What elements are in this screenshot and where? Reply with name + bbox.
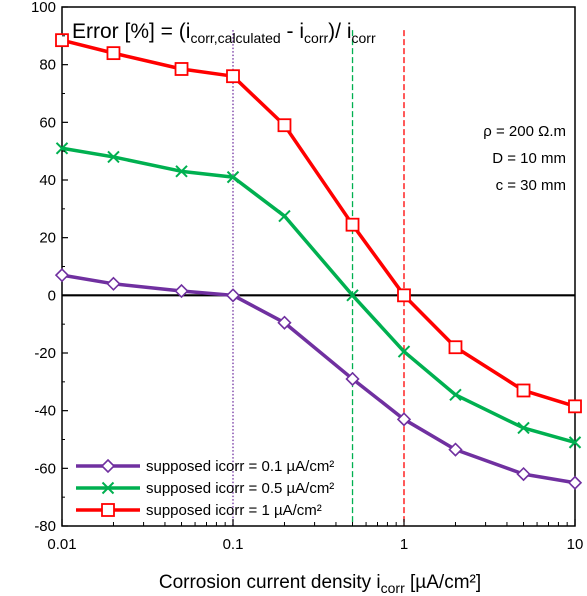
data-point (226, 69, 240, 84)
y-tick-label: 0 (48, 287, 56, 304)
series-line (61, 38, 576, 409)
legend-label: supposed icorr = 0.1 µA/cm² (146, 458, 334, 475)
y-tick-label: 100 (31, 0, 56, 16)
series-1 (54, 268, 583, 490)
data-point (516, 466, 531, 482)
data-point (516, 383, 531, 398)
y-tick-label: -40 (34, 403, 56, 420)
data-point (174, 283, 189, 299)
data-point (397, 288, 411, 303)
annotation-resistivity: ρ = 200 Ω.m (483, 123, 566, 140)
legend-entry: supposed icorr = 0.5 µA/cm² (76, 480, 334, 497)
data-point (106, 276, 121, 291)
annotation-cover: c = 30 mm (496, 177, 566, 194)
chart-title: Error [%] = (icorr,calculated - icorr)/ … (72, 20, 376, 46)
data-point (174, 62, 189, 76)
y-tick-label: 60 (39, 114, 56, 131)
data-point (346, 289, 359, 302)
data-point (54, 268, 70, 283)
data-point (101, 481, 115, 495)
legend-entry: supposed icorr = 1 µA/cm² (76, 502, 322, 519)
data-point (225, 288, 241, 303)
data-point (175, 165, 188, 178)
data-point (517, 421, 530, 435)
series-line (61, 146, 576, 445)
data-point (107, 150, 120, 164)
data-point (568, 399, 582, 414)
data-point (277, 118, 292, 133)
x-tick-label: 10 (567, 536, 584, 553)
legend-entry: supposed icorr = 0.1 µA/cm² (76, 458, 334, 475)
data-point (100, 458, 116, 474)
data-point (397, 345, 411, 358)
plot-area (61, 6, 576, 527)
y-tick-label: -20 (34, 345, 56, 362)
annotation-diameter: D = 10 mm (492, 150, 566, 167)
legend-label: supposed icorr = 1 µA/cm² (146, 502, 322, 519)
x-axis-label: Corrosion current density icorr [µA/cm²] (159, 572, 481, 596)
data-point (345, 217, 360, 232)
data-point (396, 412, 412, 427)
y-tick-label: -60 (34, 460, 56, 477)
data-point (449, 388, 462, 402)
data-point (567, 475, 583, 490)
series-line (61, 273, 576, 485)
y-tick-label: 40 (39, 172, 56, 189)
plot-frame (61, 6, 576, 527)
series-3 (55, 33, 582, 414)
data-point (55, 142, 69, 155)
y-tick-label: 80 (39, 57, 56, 74)
data-point (277, 315, 292, 330)
axes-layer: -80 -60 -40 -20 0 20 40 60 80 100 0.01 0.1 1 10 (31, 0, 583, 553)
data-point (101, 503, 115, 517)
x-tick-label: 0.01 (47, 536, 76, 553)
series-layer (54, 33, 583, 490)
legend-label: supposed icorr = 0.5 µA/cm² (146, 480, 334, 497)
data-point (345, 371, 360, 387)
y-tick-label: -80 (34, 518, 56, 535)
data-point (278, 209, 291, 223)
data-point (55, 33, 69, 48)
data-point (226, 170, 240, 184)
legend: supposed icorr = 0.1 µA/cm² supposed icor… (76, 458, 334, 519)
data-point (448, 340, 463, 355)
data-point (568, 436, 582, 449)
y-tick-label: 20 (39, 230, 56, 247)
reference-lines (62, 30, 575, 526)
data-point (106, 46, 121, 61)
annotation-box: ρ = 200 Ω.m D = 10 mm c = 30 mm (483, 123, 566, 194)
x-tick-label: 1 (400, 536, 408, 553)
x-tick-label: 0.1 (223, 536, 244, 553)
series-2 (55, 142, 582, 449)
data-point (448, 442, 463, 457)
